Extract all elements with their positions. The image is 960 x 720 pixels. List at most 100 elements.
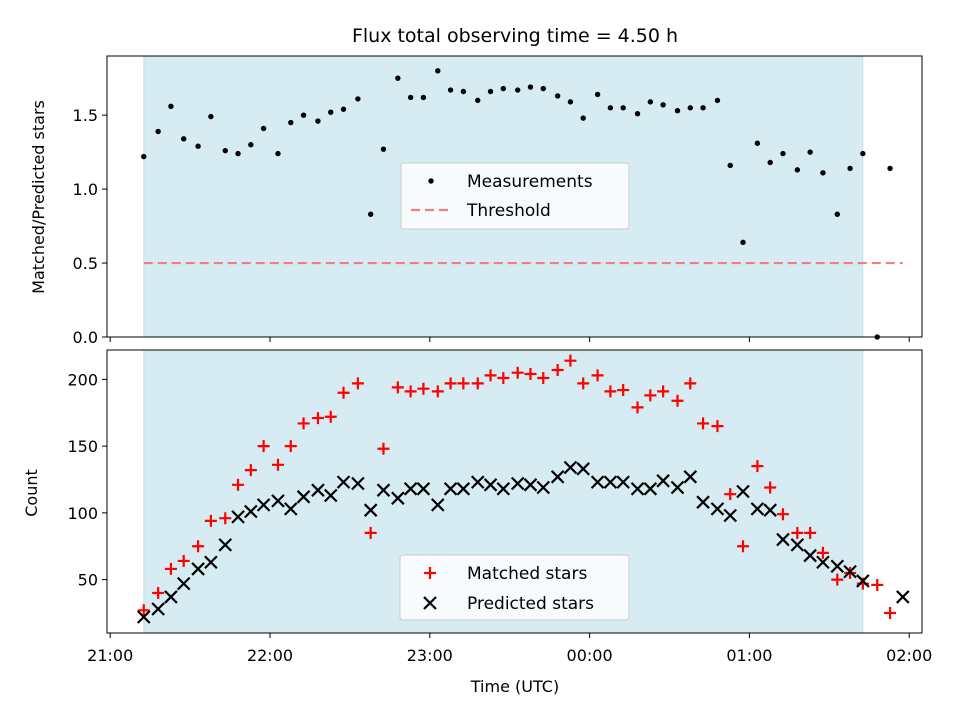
matched-star-point [351,377,364,390]
predicted-star-point [803,548,817,563]
measurement-markers [141,68,893,340]
matched-star-point [871,578,884,591]
x-tick-label: 01:00 [726,646,772,665]
matched-star-point [791,526,804,539]
matched-star-point [152,586,165,599]
measurement-point [514,87,521,93]
predicted-star-point [736,484,750,499]
predicted-star-point [563,460,578,475]
predicted-star-point [218,538,233,552]
predicted-star-point [191,562,205,576]
measurement-point [155,128,161,135]
matched-star-point [617,384,630,397]
predicted-star-point [470,475,485,489]
matched-star-point [604,385,617,398]
measurement-point [235,150,241,157]
predicted-star-point [256,498,271,512]
predicted-star-point [656,474,670,488]
measurement-point [807,149,813,155]
measurement-point [181,136,187,142]
y-tick-label: 0.0 [73,328,98,347]
matched-star-point [776,508,789,521]
predicted-star-point [336,475,351,489]
predicted-star-point [790,538,805,552]
top-axes-frame [106,55,923,338]
predicted-star-point [403,482,418,496]
matched-star-point [644,389,657,402]
legend-measurements-label: Measurements [467,172,593,192]
matched-star-point [219,512,232,525]
measurement-point [700,105,706,111]
measurement-point [475,97,481,104]
top-y-axis-label: Matched/Predicted stars [29,100,48,294]
measurement-point [594,91,601,98]
matched-star-point [804,526,817,539]
predicted-star-point [590,475,605,489]
predicted-stars-markers [136,460,910,624]
matched-star-point [137,604,150,617]
legend-predicted-label: Predicted stars [467,594,594,614]
measurement-point [727,162,733,169]
predicted-star-point [603,475,618,489]
matched-star-point [311,412,324,425]
predicted-star-point [723,508,738,523]
x-tick-label: 02:00 [886,646,932,665]
predicted-star-point [496,482,511,496]
legend-predicted-marker [423,596,437,610]
matched-star-point [457,377,470,390]
measurement-point [208,113,214,120]
measurement-point [820,170,826,176]
x-tick-label: 00:00 [567,646,613,665]
x-tick-label: 23:00 [407,646,453,665]
y-tick-label: 150 [67,437,98,456]
predicted-star-point [483,478,498,492]
matched-star-point [577,377,590,390]
measurement-point [420,94,427,101]
top-legend-box [400,162,630,230]
matched-star-point [204,514,217,527]
predicted-star-point [296,490,311,504]
predicted-star-point [710,502,725,516]
matched-star-point [484,369,497,382]
predicted-star-point [231,510,245,524]
measurement-point [395,75,401,81]
measurement-point [367,211,374,217]
measurement-point [275,150,281,157]
measurement-point [355,96,361,102]
measurement-point [260,125,267,132]
measurement-point [447,87,454,93]
bottom-y-axis-label: Count [22,469,41,517]
matched-star-point [671,394,684,407]
predicted-star-point [431,498,445,512]
predicted-star-point [456,482,471,496]
matched-star-point [417,382,430,395]
matched-star-point [751,460,764,473]
measurement-point [714,97,721,104]
chart-title: Flux total observing time = 4.50 h [352,25,678,47]
predicted-star-point [283,502,298,516]
legend-matched-label: Matched stars [467,564,587,584]
predicted-star-point [830,559,845,574]
matched-star-point [244,464,257,477]
legend-measurements-marker [428,178,434,184]
matched-star-point [711,420,724,433]
bottom-y-ticks: 50 100 150 200 [67,370,107,590]
measurement-point [300,112,307,118]
predicted-star-point [151,602,165,616]
top-panel: 0.0 0.5 1.0 1.5 Matched/Predicted stars Mea… [29,55,923,347]
legend-threshold-label: Threshold [466,201,551,221]
matched-star-point [444,377,457,390]
matched-star-point [431,385,444,398]
measurement-point [740,239,746,246]
predicted-star-point [271,494,285,508]
matched-star-point [257,440,270,453]
predicted-star-point [816,555,830,570]
predicted-star-point [416,482,431,496]
matched-star-point [404,385,417,398]
matched-star-point [537,372,550,385]
bottom-x-ticks: 21:00 22:00 23:00 00:00 01:00 02:00 [87,633,932,665]
matched-star-point [364,526,377,539]
matched-star-point [511,366,524,379]
predicted-star-point [696,495,710,509]
top-y-ticks: 0.0 0.5 1.0 1.5 [73,106,107,347]
